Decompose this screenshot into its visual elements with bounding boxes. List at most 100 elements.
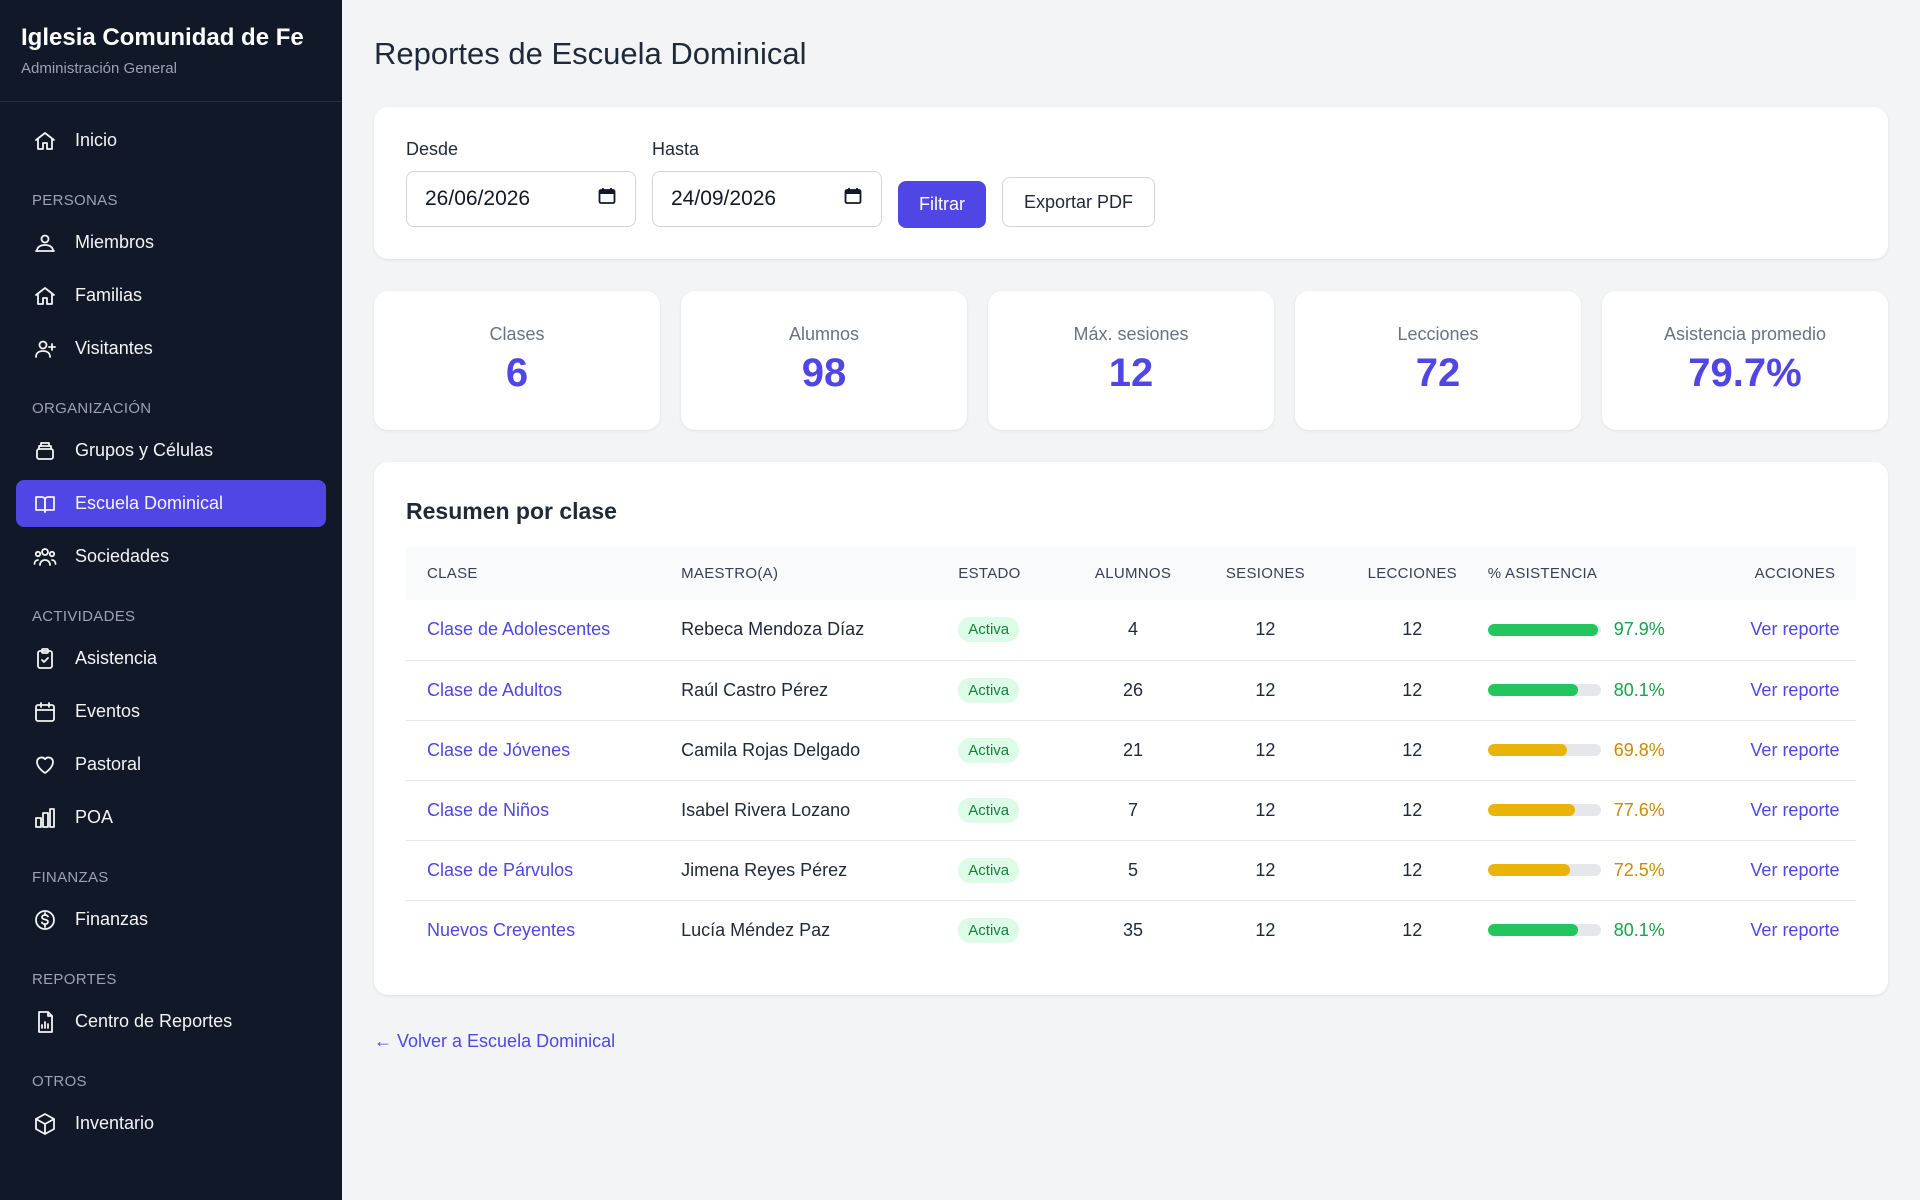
calendar-icon[interactable]	[597, 186, 617, 212]
attendance-percent: 97.9%	[1613, 619, 1665, 640]
lessons-count: 12	[1402, 799, 1423, 820]
group-icon	[32, 544, 58, 570]
brand: Iglesia Comunidad de Fe Administración G…	[0, 0, 342, 102]
sidebar-section-title: PERSONAS	[32, 192, 118, 209]
layers-icon	[32, 438, 58, 464]
sidebar-item-finanzas[interactable]: Finanzas	[16, 896, 326, 943]
attendance-bar-fill	[1487, 864, 1570, 876]
lessons-count: 12	[1402, 859, 1423, 880]
sidebar-item-label: Visitantes	[75, 338, 153, 358]
stat-label: Alumnos	[788, 324, 860, 344]
sidebar-item-pastoral[interactable]: Pastoral	[16, 741, 326, 788]
sidebar-item-poa[interactable]: POA	[16, 794, 326, 841]
brand-subtitle: Administración General	[21, 60, 177, 77]
sidebar-item-sociedades[interactable]: Sociedades	[16, 533, 326, 580]
sidebar-item-asistencia[interactable]: Asistencia	[16, 635, 326, 682]
sidebar-item-escuela-dominical[interactable]: Escuela Dominical	[16, 480, 326, 527]
from-field: Desde 26/06/2026	[406, 139, 636, 227]
sidebar-item-grupos-y-celulas[interactable]: Grupos y Células	[16, 427, 326, 474]
sidebar-item-visitantes[interactable]: Visitantes	[16, 325, 326, 372]
view-report-link[interactable]: Ver reporte	[1750, 799, 1840, 820]
column-header: ACCIONES	[1754, 565, 1836, 582]
report-icon	[32, 1009, 58, 1035]
summary-card: Resumen por clase CLASE MAESTRO(A) ESTADO A…	[374, 462, 1888, 995]
attendance-percent: 69.8%	[1613, 739, 1665, 760]
teacher-name: Jimena Reyes Pérez	[681, 859, 848, 880]
sidebar-section-title: OTROS	[32, 1073, 87, 1090]
export-pdf-button[interactable]: Exportar PDF	[1002, 177, 1156, 227]
from-date-input[interactable]: 26/06/2026	[406, 171, 636, 227]
class-link[interactable]: Clase de Jóvenes	[427, 739, 571, 760]
view-report-link[interactable]: Ver reporte	[1750, 619, 1840, 640]
sessions-count: 12	[1255, 919, 1276, 940]
students-count: 4	[1128, 619, 1139, 640]
view-report-link[interactable]: Ver reporte	[1750, 919, 1840, 940]
teacher-name: Isabel Rivera Lozano	[681, 799, 851, 820]
column-header: ESTADO	[958, 565, 1021, 582]
column-header: LECCIONES	[1367, 565, 1457, 582]
sidebar-item-label: POA	[75, 807, 114, 827]
stat-card: Clases 6	[374, 291, 660, 430]
attendance-cell: 80.1%	[1487, 679, 1734, 701]
stat-value: 98	[801, 351, 847, 395]
to-date-input[interactable]: 24/09/2026	[652, 171, 882, 227]
book-icon	[32, 491, 58, 517]
sidebar-nav: Inicio PERSONAS Miembros Familias Visitante…	[0, 102, 342, 1147]
attendance-percent: 80.1%	[1613, 679, 1665, 700]
sidebar-item-familias[interactable]: Familias	[16, 272, 326, 319]
teacher-name: Rebeca Mendoza Díaz	[681, 619, 865, 640]
status-badge: Activa	[958, 737, 1020, 763]
attendance-bar-fill	[1487, 623, 1599, 636]
attendance-cell: 97.9%	[1487, 619, 1734, 640]
status-badge: Activa	[958, 857, 1020, 883]
sidebar-section-title: REPORTES	[32, 971, 117, 988]
teacher-name: Raúl Castro Pérez	[681, 679, 829, 700]
sidebar-item-label: Familias	[75, 285, 143, 305]
lessons-count: 12	[1402, 679, 1423, 700]
attendance-cell: 72.5%	[1487, 860, 1734, 881]
back-link[interactable]: ← Volver a Escuela Dominical	[374, 1031, 616, 1051]
sessions-count: 12	[1255, 679, 1276, 700]
attendance-bar-fill	[1487, 684, 1579, 696]
sessions-count: 12	[1255, 799, 1276, 820]
attendance-bar	[1487, 864, 1601, 876]
sidebar-item-label: Centro de Reportes	[75, 1011, 233, 1031]
students-count: 35	[1123, 919, 1144, 940]
lessons-count: 12	[1402, 919, 1423, 940]
attendance-bar	[1487, 684, 1601, 696]
sidebar-item-inventario[interactable]: Inventario	[16, 1100, 326, 1147]
stat-card: Máx. sesiones 12	[988, 291, 1274, 430]
user-plus-icon	[32, 336, 58, 362]
page-title: Reportes de Escuela Dominical	[374, 36, 807, 71]
view-report-link[interactable]: Ver reporte	[1750, 739, 1840, 760]
stat-label: Máx. sesiones	[1073, 324, 1189, 344]
attendance-bar-fill	[1487, 744, 1567, 756]
sidebar-item-miembros[interactable]: Miembros	[16, 219, 326, 266]
attendance-cell: 80.1%	[1487, 920, 1734, 941]
class-link[interactable]: Clase de Adultos	[427, 679, 563, 700]
class-link[interactable]: Clase de Párvulos	[427, 859, 574, 880]
students-count: 7	[1128, 799, 1139, 820]
view-report-link[interactable]: Ver reporte	[1750, 859, 1840, 880]
sidebar-item-centro-de-reportes[interactable]: Centro de Reportes	[16, 998, 326, 1045]
sidebar-item-inicio[interactable]: Inicio	[16, 117, 326, 164]
column-header: ALUMNOS	[1094, 565, 1172, 582]
class-link[interactable]: Nuevos Creyentes	[427, 919, 576, 940]
stat-value: 6	[505, 351, 529, 395]
filter-button[interactable]: Filtrar	[898, 181, 986, 228]
lessons-count: 12	[1402, 619, 1423, 640]
class-link[interactable]: Clase de Adolescentes	[427, 619, 611, 640]
attendance-bar	[1487, 924, 1601, 937]
class-link[interactable]: Clase de Niños	[427, 799, 550, 820]
calendar-icon[interactable]	[843, 186, 863, 212]
stat-card: Asistencia promedio 79.7%	[1602, 291, 1888, 430]
stat-label: Clases	[489, 324, 545, 344]
home-icon	[32, 283, 58, 309]
attendance-cell: 77.6%	[1487, 800, 1734, 821]
status-badge: Activa	[958, 917, 1020, 943]
table-body: Clase de Adolescentes Rebeca Mendoza Díaz…	[406, 600, 1856, 960]
teacher-name: Lucía Méndez Paz	[681, 919, 831, 940]
sidebar-item-eventos[interactable]: Eventos	[16, 688, 326, 735]
view-report-link[interactable]: Ver reporte	[1750, 679, 1840, 700]
attendance-bar-fill	[1487, 924, 1579, 937]
